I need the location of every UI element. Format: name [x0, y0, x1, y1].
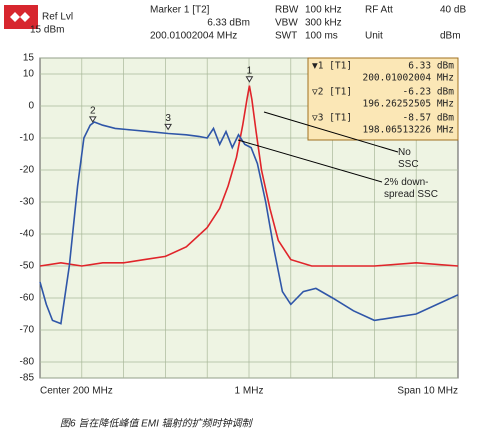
ref-value: 15 dBm [30, 25, 64, 36]
marker-level: 6.33 dBm [207, 18, 250, 29]
swt: SWT [275, 31, 297, 42]
marker-table-cell: 198.06513226 MHz [362, 125, 454, 136]
series-line [39, 121, 459, 325]
y-tick-label: -80 [20, 357, 35, 368]
y-tick-label: -85 [20, 373, 35, 384]
marker [88, 116, 97, 123]
marker-table-cell: 196.26252505 MHz [362, 99, 454, 110]
unit-value: dBm [440, 31, 461, 42]
y-tick-label: -10 [20, 133, 35, 144]
marker-table-cell: ▼1 [T1] [312, 61, 352, 72]
ref-label: Ref Lvl [42, 12, 73, 23]
y-tick-label: -70 [20, 325, 35, 336]
marker-label: 3 [165, 113, 171, 124]
swt-value: 100 ms [305, 31, 338, 42]
annotation: No SSC [398, 147, 419, 170]
rf-att: RF Att [365, 5, 393, 16]
marker-table-cell: ▽2 [T1] [312, 87, 352, 98]
marker-label: 2 [90, 106, 96, 117]
marker-table-cell: -6.23 dBm [403, 87, 455, 98]
y-tick-label: -40 [20, 229, 35, 240]
vbw-value: 300 kHz [305, 18, 342, 29]
x-label: 1 MHz [235, 386, 264, 397]
y-tick-label: -20 [20, 165, 35, 176]
rf-att-value: 40 dB [440, 5, 466, 16]
series-line [39, 85, 459, 267]
caption: 图6 旨在降低峰值 EMI 辐射的扩频时钟调制 [60, 418, 254, 430]
marker-table-cell: ▽3 [T1] [312, 113, 352, 124]
rbw-value: 100 kHz [305, 5, 342, 16]
y-tick-label: 15 [23, 53, 35, 64]
annotation: 2% down-spread SSC [384, 177, 438, 200]
marker-freq: 200.01002004 MHz [150, 31, 237, 42]
unit: Unit [365, 31, 383, 42]
marker-label: 1 [247, 65, 253, 76]
marker-table-cell: 6.33 dBm [408, 61, 454, 72]
marker-table-cell: 200.01002004 MHz [362, 73, 454, 84]
y-tick-label: 10 [23, 69, 35, 80]
marker-box [307, 57, 459, 141]
marker [245, 76, 254, 83]
arrow [237, 139, 383, 183]
y-tick-label: -30 [20, 197, 35, 208]
y-tick-label: -50 [20, 261, 35, 272]
marker-title: Marker 1 [T2] [150, 5, 210, 16]
arrow [263, 111, 399, 153]
logo [4, 5, 38, 29]
marker [164, 123, 173, 131]
rbw: RBW [275, 5, 299, 16]
x-label: Span 10 MHz [397, 386, 458, 397]
y-tick-label: 0 [28, 101, 34, 112]
vbw: VBW [275, 18, 298, 29]
marker-table-cell: -8.57 dBm [403, 113, 455, 124]
x-label: Center 200 MHz [40, 386, 113, 397]
y-tick-label: -60 [20, 293, 35, 304]
